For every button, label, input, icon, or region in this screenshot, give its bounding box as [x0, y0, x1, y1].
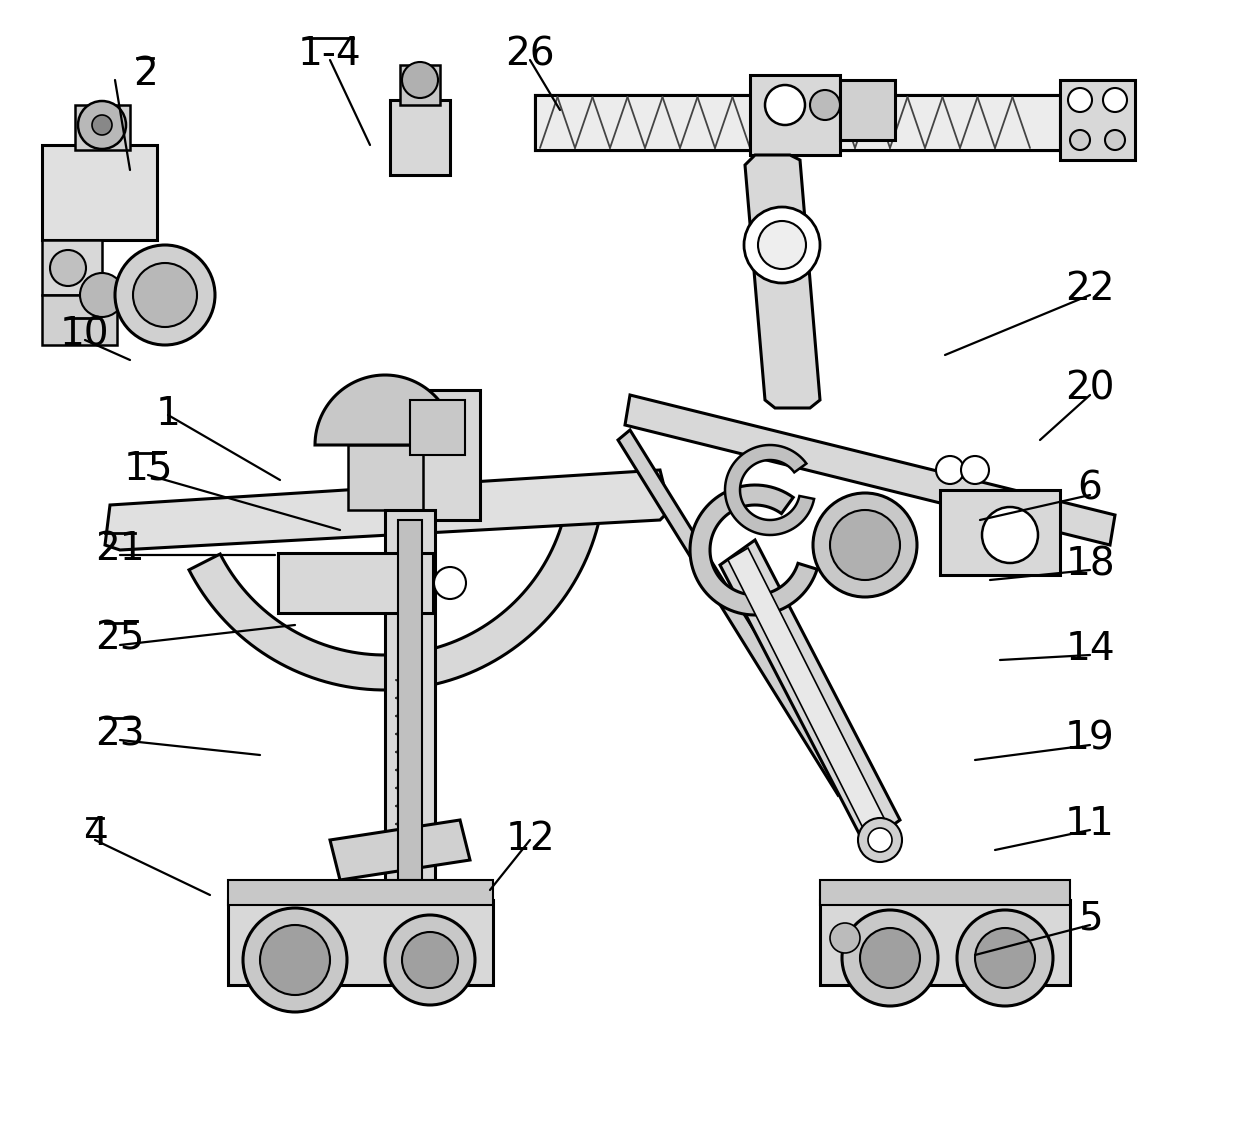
- Bar: [278, 554, 433, 613]
- Bar: [384, 510, 435, 880]
- Circle shape: [982, 507, 1038, 563]
- Circle shape: [868, 828, 892, 852]
- Polygon shape: [618, 431, 849, 795]
- Circle shape: [758, 221, 806, 269]
- Circle shape: [744, 207, 820, 282]
- Bar: [839, 80, 895, 140]
- Text: 1: 1: [155, 395, 181, 433]
- Circle shape: [858, 818, 901, 862]
- Circle shape: [78, 101, 126, 149]
- Text: 4: 4: [83, 816, 108, 853]
- Text: 1-4: 1-4: [298, 35, 362, 73]
- Circle shape: [92, 115, 112, 136]
- Bar: [74, 105, 130, 150]
- Circle shape: [243, 908, 347, 1011]
- Circle shape: [434, 567, 466, 599]
- Bar: [750, 75, 839, 155]
- Polygon shape: [728, 548, 885, 831]
- Polygon shape: [330, 820, 470, 880]
- Bar: [42, 240, 102, 295]
- Bar: [401, 65, 440, 105]
- Bar: [348, 445, 423, 510]
- Text: 10: 10: [61, 316, 110, 353]
- Circle shape: [115, 245, 215, 345]
- Circle shape: [975, 928, 1035, 988]
- Circle shape: [830, 923, 861, 953]
- Text: 14: 14: [1065, 630, 1115, 667]
- Text: 5: 5: [1078, 900, 1102, 939]
- Polygon shape: [188, 499, 603, 690]
- Bar: [940, 490, 1060, 575]
- Polygon shape: [720, 540, 900, 845]
- Circle shape: [402, 932, 458, 988]
- Polygon shape: [315, 375, 455, 445]
- Bar: [534, 95, 1105, 150]
- Circle shape: [765, 85, 805, 125]
- Bar: [391, 100, 450, 175]
- Circle shape: [81, 273, 124, 317]
- Bar: [820, 900, 1070, 985]
- Circle shape: [861, 928, 920, 988]
- Text: 15: 15: [123, 450, 172, 487]
- Polygon shape: [745, 155, 820, 408]
- Bar: [398, 521, 422, 880]
- Circle shape: [957, 910, 1053, 1006]
- Circle shape: [1068, 88, 1092, 112]
- Polygon shape: [689, 485, 817, 615]
- Circle shape: [1070, 130, 1090, 150]
- Text: 6: 6: [1078, 470, 1102, 508]
- Text: 20: 20: [1065, 370, 1115, 408]
- Bar: [228, 900, 494, 985]
- Text: 12: 12: [505, 820, 554, 858]
- Polygon shape: [105, 470, 670, 550]
- Circle shape: [810, 90, 839, 120]
- Text: 18: 18: [1065, 544, 1115, 583]
- Circle shape: [842, 910, 937, 1006]
- Circle shape: [50, 249, 86, 286]
- Circle shape: [936, 456, 963, 484]
- Bar: [396, 390, 480, 521]
- Text: 2: 2: [133, 55, 157, 93]
- Polygon shape: [725, 445, 815, 535]
- Circle shape: [260, 925, 330, 995]
- Bar: [820, 880, 1070, 906]
- Circle shape: [1105, 130, 1125, 150]
- Bar: [42, 145, 157, 240]
- Text: 25: 25: [95, 620, 145, 658]
- Circle shape: [384, 915, 475, 1005]
- Bar: [228, 880, 494, 906]
- Text: 26: 26: [505, 35, 554, 73]
- Circle shape: [1104, 88, 1127, 112]
- Circle shape: [830, 510, 900, 580]
- Circle shape: [813, 493, 918, 597]
- Text: 23: 23: [95, 715, 145, 753]
- Bar: [534, 95, 1105, 150]
- Text: 21: 21: [95, 530, 145, 568]
- Bar: [42, 295, 117, 345]
- Circle shape: [402, 62, 438, 98]
- Bar: [534, 95, 1060, 150]
- Polygon shape: [625, 395, 1115, 544]
- Circle shape: [133, 263, 197, 327]
- Bar: [410, 400, 465, 454]
- Bar: [1060, 80, 1135, 159]
- Text: 22: 22: [1065, 270, 1115, 308]
- Text: 19: 19: [1065, 720, 1115, 757]
- Circle shape: [961, 456, 990, 484]
- Text: 11: 11: [1065, 805, 1115, 843]
